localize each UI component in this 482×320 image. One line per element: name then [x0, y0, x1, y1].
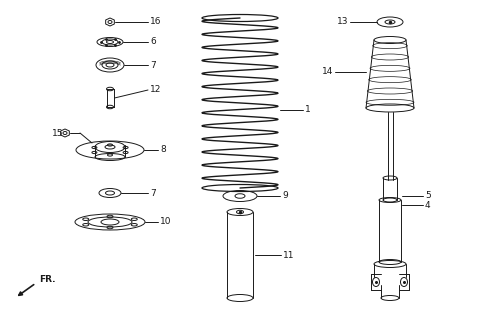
Text: 11: 11 — [283, 251, 295, 260]
Text: 16: 16 — [150, 18, 161, 27]
Text: 15: 15 — [52, 129, 63, 138]
Text: 9: 9 — [282, 191, 288, 201]
Text: 12: 12 — [150, 85, 161, 94]
Text: 13: 13 — [336, 18, 348, 27]
Text: FR.: FR. — [39, 276, 55, 284]
Text: 14: 14 — [321, 68, 333, 76]
Text: 7: 7 — [150, 188, 156, 197]
Text: 4: 4 — [425, 201, 430, 210]
Text: 6: 6 — [150, 37, 156, 46]
Text: 10: 10 — [160, 218, 172, 227]
Text: 8: 8 — [160, 146, 166, 155]
Text: 7: 7 — [150, 60, 156, 69]
Text: 5: 5 — [425, 191, 431, 201]
Text: 1: 1 — [305, 106, 311, 115]
